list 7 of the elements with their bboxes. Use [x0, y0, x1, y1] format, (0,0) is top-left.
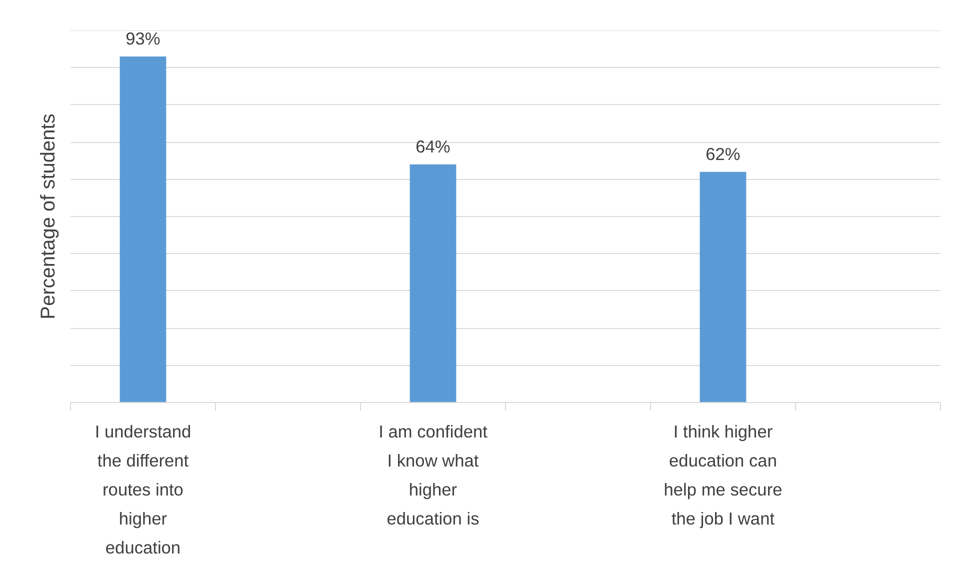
data-label: 64% — [416, 136, 450, 156]
data-label: 93% — [126, 28, 160, 49]
x-tick-label: I understand the different routes into higher education — [94, 422, 192, 558]
y-axis-title: Percentage of students — [38, 114, 60, 320]
x-tick-label: I am confident I know what higher education is — [378, 422, 488, 528]
x-tick-label: I think higher education can help me secure the job I want — [664, 422, 782, 528]
data-label: 62% — [706, 144, 740, 164]
